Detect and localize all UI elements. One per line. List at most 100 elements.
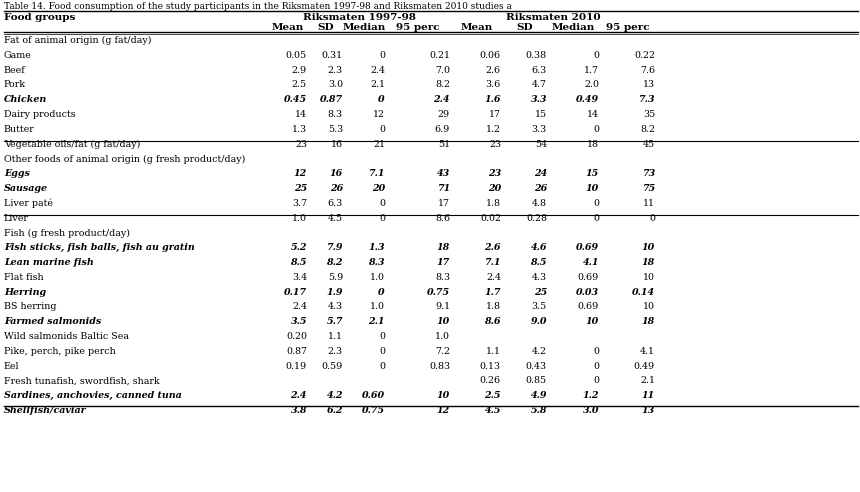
Text: 23: 23 <box>488 169 501 178</box>
Text: 10: 10 <box>586 184 599 193</box>
Text: 25: 25 <box>534 288 547 297</box>
Text: 16: 16 <box>331 140 343 149</box>
Text: 17: 17 <box>438 199 450 208</box>
Text: Sardines, anchovies, canned tuna: Sardines, anchovies, canned tuna <box>4 391 181 400</box>
Text: Dairy products: Dairy products <box>4 110 76 119</box>
Text: 95 perc: 95 perc <box>605 23 649 32</box>
Text: 6.9: 6.9 <box>435 125 450 134</box>
Text: 2.6: 2.6 <box>484 243 501 252</box>
Text: 24: 24 <box>534 169 547 178</box>
Text: 0.87: 0.87 <box>286 347 307 356</box>
Text: 1.0: 1.0 <box>435 332 450 341</box>
Text: 8.3: 8.3 <box>368 258 385 267</box>
Text: 5.2: 5.2 <box>291 243 307 252</box>
Text: 18: 18 <box>642 317 655 326</box>
Text: 15: 15 <box>586 169 599 178</box>
Text: 0: 0 <box>593 199 599 208</box>
Text: 0.06: 0.06 <box>480 51 501 60</box>
Text: 20: 20 <box>488 184 501 193</box>
Text: 3.0: 3.0 <box>582 406 599 415</box>
Text: 5.8: 5.8 <box>531 406 547 415</box>
Text: 0.17: 0.17 <box>284 288 307 297</box>
Text: 43: 43 <box>437 169 450 178</box>
Text: 0.69: 0.69 <box>578 303 599 311</box>
Text: Mean: Mean <box>272 23 304 32</box>
Text: 2.1: 2.1 <box>370 80 385 90</box>
Text: 0.20: 0.20 <box>286 332 307 341</box>
Text: Wild salmonids Baltic Sea: Wild salmonids Baltic Sea <box>4 332 129 341</box>
Text: Chicken: Chicken <box>4 95 47 104</box>
Text: 0: 0 <box>379 332 385 341</box>
Text: 8.5: 8.5 <box>531 258 547 267</box>
Text: 18: 18 <box>437 243 450 252</box>
Text: 16: 16 <box>329 169 343 178</box>
Text: 0.83: 0.83 <box>429 362 450 370</box>
Text: 71: 71 <box>437 184 450 193</box>
Text: 54: 54 <box>535 140 547 149</box>
Text: 4.9: 4.9 <box>531 391 547 400</box>
Text: 0.38: 0.38 <box>525 51 547 60</box>
Text: 4.5: 4.5 <box>328 214 343 222</box>
Text: 26: 26 <box>534 184 547 193</box>
Text: 2.1: 2.1 <box>368 317 385 326</box>
Text: 95 perc: 95 perc <box>396 23 439 32</box>
Text: 0: 0 <box>379 347 385 356</box>
Text: 0.75: 0.75 <box>362 406 385 415</box>
Text: 0: 0 <box>379 362 385 370</box>
Text: 18: 18 <box>587 140 599 149</box>
Text: 17: 17 <box>489 110 501 119</box>
Text: 3.8: 3.8 <box>291 406 307 415</box>
Text: Fish sticks, fish balls, fish au gratin: Fish sticks, fish balls, fish au gratin <box>4 243 194 252</box>
Text: 1.3: 1.3 <box>368 243 385 252</box>
Text: 20: 20 <box>372 184 385 193</box>
Text: Lean marine fish: Lean marine fish <box>4 258 94 267</box>
Text: 15: 15 <box>535 110 547 119</box>
Text: Pork: Pork <box>4 80 26 90</box>
Text: 8.2: 8.2 <box>327 258 343 267</box>
Text: 0.60: 0.60 <box>362 391 385 400</box>
Text: 3.7: 3.7 <box>292 199 307 208</box>
Text: 8.2: 8.2 <box>640 125 655 134</box>
Text: 4.1: 4.1 <box>640 347 655 356</box>
Text: Median: Median <box>343 23 386 32</box>
Text: 0: 0 <box>593 125 599 134</box>
Text: 0.02: 0.02 <box>480 214 501 222</box>
Text: BS herring: BS herring <box>4 303 57 311</box>
Text: 1.8: 1.8 <box>486 303 501 311</box>
Text: 0: 0 <box>379 199 385 208</box>
Text: 7.3: 7.3 <box>638 95 655 104</box>
Text: 6.3: 6.3 <box>531 65 547 75</box>
Text: 0: 0 <box>378 288 385 297</box>
Text: Fish (g fresh product/day): Fish (g fresh product/day) <box>4 228 130 238</box>
Text: 1.6: 1.6 <box>484 95 501 104</box>
Text: 8.5: 8.5 <box>291 258 307 267</box>
Text: 5.3: 5.3 <box>328 125 343 134</box>
Text: 0.49: 0.49 <box>576 95 599 104</box>
Text: 0: 0 <box>593 347 599 356</box>
Text: Vegetable oils/fat (g fat/day): Vegetable oils/fat (g fat/day) <box>4 140 140 149</box>
Text: 26: 26 <box>329 184 343 193</box>
Text: Butter: Butter <box>4 125 34 134</box>
Text: 4.6: 4.6 <box>531 243 547 252</box>
Text: 1.9: 1.9 <box>327 288 343 297</box>
Text: 10: 10 <box>437 317 450 326</box>
Text: 7.0: 7.0 <box>435 65 450 75</box>
Text: Median: Median <box>552 23 595 32</box>
Text: 3.5: 3.5 <box>291 317 307 326</box>
Text: 0.87: 0.87 <box>320 95 343 104</box>
Text: 8.2: 8.2 <box>435 80 450 90</box>
Text: 2.1: 2.1 <box>640 376 655 385</box>
Text: 0: 0 <box>379 214 385 222</box>
Text: 6.3: 6.3 <box>328 199 343 208</box>
Text: 10: 10 <box>586 317 599 326</box>
Text: 1.2: 1.2 <box>582 391 599 400</box>
Text: 2.4: 2.4 <box>292 303 307 311</box>
Text: 0: 0 <box>593 362 599 370</box>
Text: 5.9: 5.9 <box>328 273 343 282</box>
Text: Riksmaten 2010: Riksmaten 2010 <box>507 13 601 22</box>
Text: Sausage: Sausage <box>4 184 48 193</box>
Text: 1.1: 1.1 <box>486 347 501 356</box>
Text: Food groups: Food groups <box>4 13 76 22</box>
Text: 12: 12 <box>437 406 450 415</box>
Text: 51: 51 <box>438 140 450 149</box>
